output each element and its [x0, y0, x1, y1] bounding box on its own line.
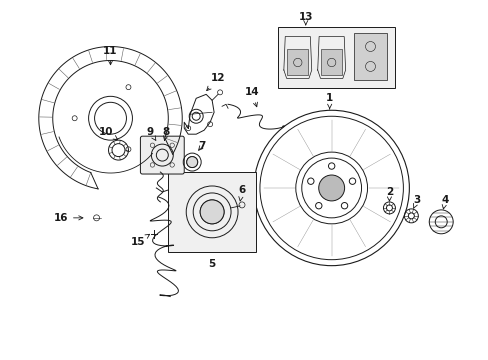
Text: 2: 2 — [385, 187, 392, 201]
Polygon shape — [353, 32, 386, 80]
Bar — [277, 27, 395, 88]
Circle shape — [200, 200, 224, 224]
Polygon shape — [286, 49, 308, 75]
Text: 10: 10 — [99, 127, 118, 140]
Text: 4: 4 — [441, 195, 448, 209]
Polygon shape — [321, 49, 342, 75]
Text: 7: 7 — [198, 141, 205, 151]
Text: 5: 5 — [208, 259, 215, 269]
Text: 9: 9 — [146, 127, 156, 140]
Text: 3: 3 — [413, 195, 420, 208]
Text: 6: 6 — [238, 185, 245, 201]
Text: 1: 1 — [325, 93, 333, 109]
Text: 12: 12 — [206, 73, 225, 91]
Text: 13: 13 — [298, 12, 312, 25]
Bar — [168, 172, 255, 252]
Text: 15: 15 — [131, 234, 149, 247]
Text: 16: 16 — [53, 213, 83, 223]
Circle shape — [318, 175, 344, 201]
Text: 14: 14 — [244, 87, 259, 107]
FancyBboxPatch shape — [140, 136, 184, 174]
Text: 8: 8 — [163, 127, 170, 140]
Circle shape — [186, 157, 197, 167]
Text: 11: 11 — [103, 45, 118, 65]
